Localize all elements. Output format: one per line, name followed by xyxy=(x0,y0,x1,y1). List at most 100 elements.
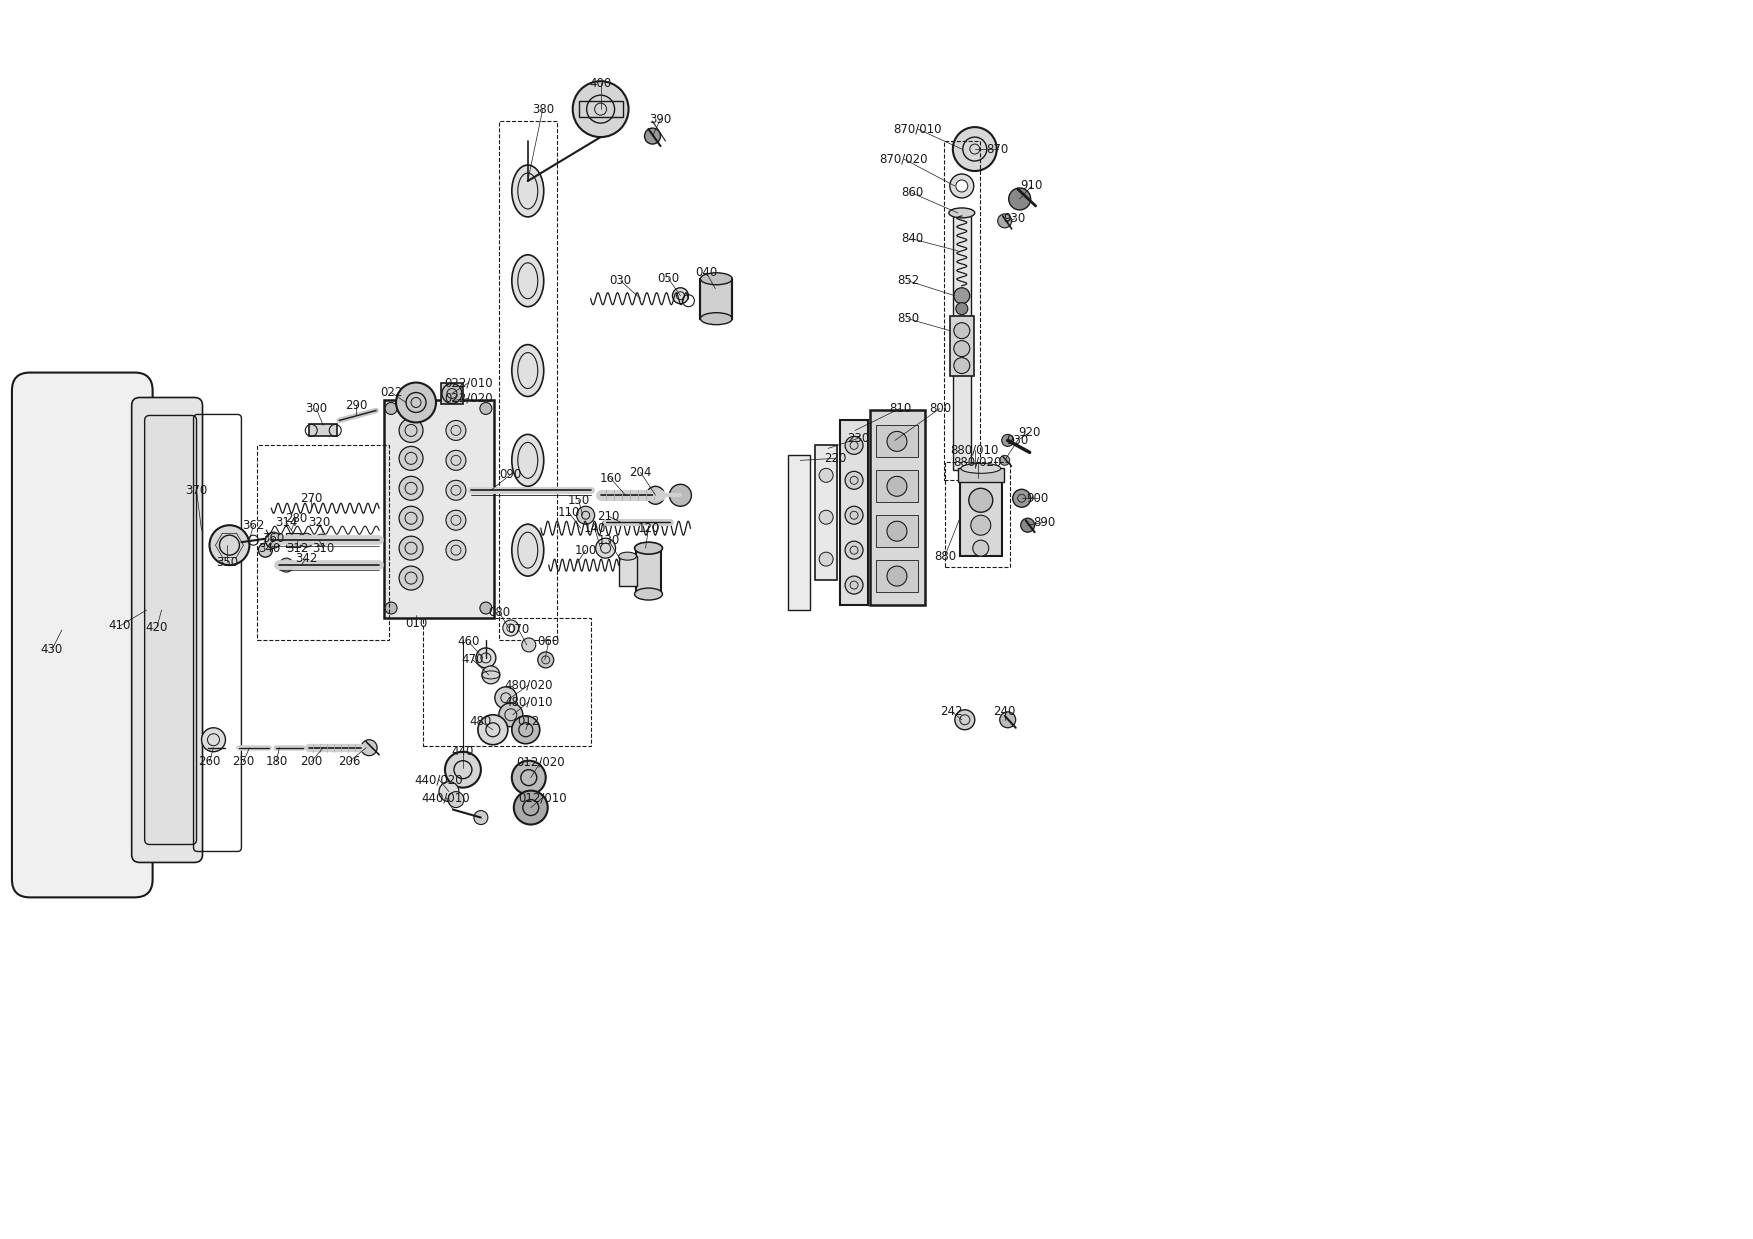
Ellipse shape xyxy=(701,273,733,285)
Circle shape xyxy=(647,486,664,504)
Circle shape xyxy=(954,287,969,304)
Text: 012/020: 012/020 xyxy=(517,756,564,768)
Circle shape xyxy=(538,652,554,668)
Circle shape xyxy=(480,403,493,415)
Bar xyxy=(961,478,1001,556)
FancyBboxPatch shape xyxy=(12,373,153,897)
Ellipse shape xyxy=(512,344,543,396)
Text: 930: 930 xyxy=(1006,434,1029,447)
Text: 204: 204 xyxy=(629,466,652,478)
Circle shape xyxy=(445,420,466,440)
Circle shape xyxy=(386,403,398,415)
Text: 410: 410 xyxy=(109,620,131,632)
Bar xyxy=(442,383,463,404)
Circle shape xyxy=(577,507,594,524)
FancyBboxPatch shape xyxy=(131,398,203,862)
Circle shape xyxy=(480,602,493,615)
Text: 022/020: 022/020 xyxy=(445,392,493,405)
Circle shape xyxy=(445,540,466,560)
Bar xyxy=(578,102,622,118)
Circle shape xyxy=(479,715,508,745)
Bar xyxy=(422,618,591,746)
Text: 060: 060 xyxy=(538,636,559,648)
Circle shape xyxy=(997,214,1011,228)
Circle shape xyxy=(845,576,862,593)
Ellipse shape xyxy=(961,463,1001,473)
Circle shape xyxy=(954,358,969,373)
Circle shape xyxy=(514,790,547,824)
Circle shape xyxy=(819,510,833,524)
Text: 206: 206 xyxy=(338,756,361,768)
Text: 012: 012 xyxy=(517,715,540,729)
Bar xyxy=(701,279,733,318)
Ellipse shape xyxy=(948,208,975,218)
Text: 200: 200 xyxy=(300,756,323,768)
Circle shape xyxy=(445,752,480,788)
Bar xyxy=(943,141,980,481)
Bar xyxy=(876,471,919,502)
Circle shape xyxy=(512,716,540,743)
Text: 240: 240 xyxy=(994,705,1017,719)
Bar xyxy=(957,468,1004,482)
Bar xyxy=(869,410,926,605)
Bar xyxy=(876,425,919,457)
Text: 300: 300 xyxy=(305,401,328,415)
Text: 440: 440 xyxy=(452,745,473,758)
Circle shape xyxy=(400,446,422,471)
Circle shape xyxy=(999,711,1015,727)
Text: 110: 110 xyxy=(557,506,580,519)
Circle shape xyxy=(645,128,661,144)
Circle shape xyxy=(445,481,466,501)
Text: 310: 310 xyxy=(312,541,335,555)
Circle shape xyxy=(573,82,629,138)
Ellipse shape xyxy=(512,255,543,307)
Text: 312: 312 xyxy=(286,541,309,555)
Text: 030: 030 xyxy=(610,274,631,287)
Text: 390: 390 xyxy=(649,113,671,125)
Text: 160: 160 xyxy=(600,472,622,484)
Circle shape xyxy=(300,533,314,548)
Bar xyxy=(500,121,557,641)
Circle shape xyxy=(954,341,969,357)
FancyBboxPatch shape xyxy=(145,415,196,845)
Text: 250: 250 xyxy=(233,756,254,768)
Text: 320: 320 xyxy=(309,515,330,529)
Circle shape xyxy=(507,624,515,632)
Text: 140: 140 xyxy=(584,522,607,535)
Text: 840: 840 xyxy=(901,233,924,245)
Ellipse shape xyxy=(619,553,636,560)
Text: 090: 090 xyxy=(500,468,522,481)
Circle shape xyxy=(400,507,422,530)
Circle shape xyxy=(265,533,280,548)
Text: 850: 850 xyxy=(898,312,919,325)
Text: 890: 890 xyxy=(1034,515,1055,529)
Circle shape xyxy=(973,540,989,556)
Bar xyxy=(945,462,1010,567)
Bar xyxy=(815,445,838,580)
Circle shape xyxy=(1001,435,1013,446)
Text: 210: 210 xyxy=(598,509,621,523)
Text: 920: 920 xyxy=(1018,426,1041,439)
Text: 880/020: 880/020 xyxy=(954,456,1003,468)
Circle shape xyxy=(438,782,459,802)
Circle shape xyxy=(971,515,990,535)
Text: 910: 910 xyxy=(1020,180,1043,192)
Circle shape xyxy=(400,566,422,590)
Text: 880/010: 880/010 xyxy=(950,444,999,457)
Ellipse shape xyxy=(701,312,733,325)
Text: 480: 480 xyxy=(470,715,493,729)
Bar xyxy=(258,445,389,641)
Circle shape xyxy=(1020,518,1034,533)
Text: 870: 870 xyxy=(987,142,1010,156)
Text: 480/020: 480/020 xyxy=(505,679,552,691)
Circle shape xyxy=(442,384,463,404)
Circle shape xyxy=(361,740,377,756)
Bar xyxy=(636,548,661,593)
Text: 022/010: 022/010 xyxy=(445,375,493,389)
Bar xyxy=(619,556,636,586)
Circle shape xyxy=(449,792,465,808)
Text: 022: 022 xyxy=(380,387,401,399)
Text: 870/020: 870/020 xyxy=(880,152,927,166)
Bar xyxy=(286,533,300,548)
Text: 242: 242 xyxy=(941,705,962,719)
